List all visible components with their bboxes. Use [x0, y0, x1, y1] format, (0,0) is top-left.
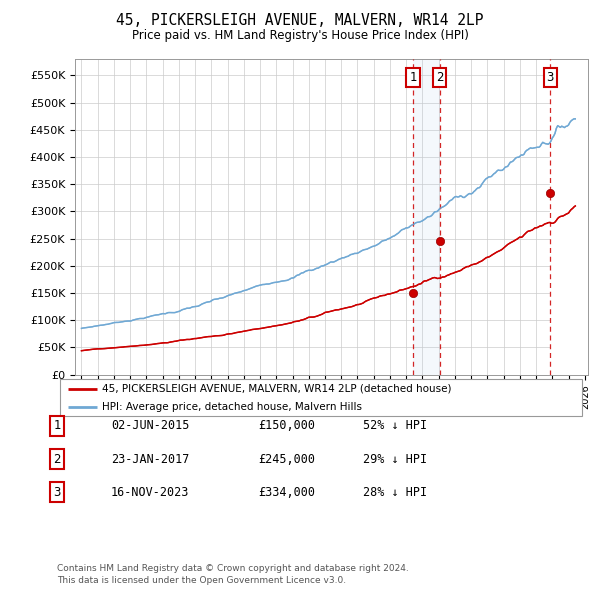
Bar: [550, 59, 588, 375]
Text: 1: 1: [53, 419, 61, 432]
Text: 16-NOV-2023: 16-NOV-2023: [111, 486, 190, 499]
Text: HPI: Average price, detached house, Malvern Hills: HPI: Average price, detached house, Malv…: [102, 402, 362, 412]
Text: 23-JAN-2017: 23-JAN-2017: [111, 453, 190, 466]
Bar: [413, 59, 440, 375]
FancyBboxPatch shape: [60, 379, 582, 416]
Text: £150,000: £150,000: [258, 419, 315, 432]
Text: Contains HM Land Registry data © Crown copyright and database right 2024.
This d: Contains HM Land Registry data © Crown c…: [57, 565, 409, 585]
Text: £245,000: £245,000: [258, 453, 315, 466]
Text: 1: 1: [409, 71, 417, 84]
Text: 3: 3: [53, 486, 61, 499]
Text: 45, PICKERSLEIGH AVENUE, MALVERN, WR14 2LP: 45, PICKERSLEIGH AVENUE, MALVERN, WR14 2…: [116, 13, 484, 28]
Text: 2: 2: [53, 453, 61, 466]
Text: 52% ↓ HPI: 52% ↓ HPI: [363, 419, 427, 432]
Text: 45, PICKERSLEIGH AVENUE, MALVERN, WR14 2LP (detached house): 45, PICKERSLEIGH AVENUE, MALVERN, WR14 2…: [102, 384, 451, 394]
Text: 28% ↓ HPI: 28% ↓ HPI: [363, 486, 427, 499]
Text: 2: 2: [436, 71, 443, 84]
Bar: [550, 59, 588, 375]
Text: Price paid vs. HM Land Registry's House Price Index (HPI): Price paid vs. HM Land Registry's House …: [131, 29, 469, 42]
Text: £334,000: £334,000: [258, 486, 315, 499]
Text: 02-JUN-2015: 02-JUN-2015: [111, 419, 190, 432]
Text: 29% ↓ HPI: 29% ↓ HPI: [363, 453, 427, 466]
Text: 3: 3: [547, 71, 554, 84]
